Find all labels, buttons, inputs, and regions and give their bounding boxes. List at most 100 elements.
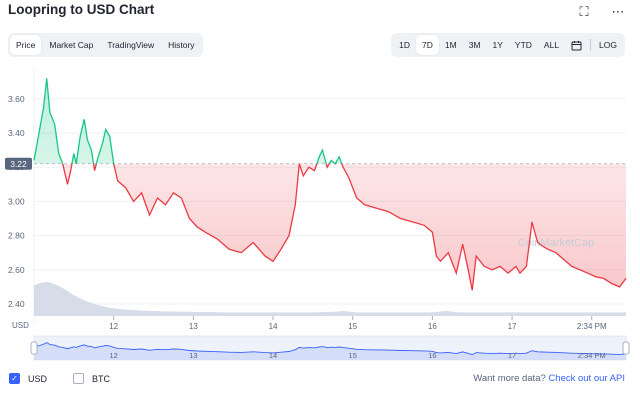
data-point bbox=[43, 107, 44, 108]
data-point bbox=[331, 160, 332, 161]
reference-price-label: 3.22 bbox=[10, 159, 27, 169]
data-point bbox=[91, 149, 92, 150]
data-point bbox=[547, 249, 548, 250]
data-point bbox=[595, 276, 596, 277]
range-7d[interactable]: 7D bbox=[416, 35, 439, 55]
data-point bbox=[102, 143, 103, 144]
data-point bbox=[87, 139, 88, 140]
more-data-text: Want more data? bbox=[473, 373, 546, 384]
y-axis: 2.402.602.803.003.203.403.603.22 bbox=[5, 94, 32, 309]
data-point bbox=[537, 242, 538, 243]
navigator-tick-label: 2:34 PM bbox=[578, 351, 606, 360]
data-point bbox=[62, 163, 63, 164]
volume-area bbox=[34, 281, 626, 316]
data-point bbox=[571, 266, 572, 267]
data-point bbox=[149, 214, 150, 215]
data-point bbox=[400, 218, 401, 219]
price-line bbox=[33, 78, 627, 291]
data-point bbox=[46, 78, 47, 79]
range-3m[interactable]: 3M bbox=[468, 40, 481, 50]
data-point bbox=[436, 256, 437, 257]
data-point bbox=[197, 226, 198, 227]
more-data: Want more data? Check out our API bbox=[473, 373, 625, 384]
range-1m[interactable]: 1M bbox=[444, 40, 457, 50]
data-point bbox=[303, 175, 304, 176]
data-point bbox=[49, 112, 50, 113]
tab-market-cap[interactable]: Market Cap bbox=[49, 40, 94, 50]
data-point bbox=[563, 259, 564, 260]
data-point bbox=[205, 232, 206, 233]
range-ytd[interactable]: YTD bbox=[514, 40, 532, 50]
y-axis-unit: USD bbox=[12, 321, 29, 330]
data-point bbox=[241, 252, 242, 253]
navigator-handle-left[interactable] bbox=[30, 341, 38, 355]
range-divider bbox=[590, 39, 592, 51]
time-range-selector: 1D 7D 1M 3M 1Y YTD ALL LOG bbox=[391, 33, 625, 57]
range-all[interactable]: ALL bbox=[543, 40, 560, 50]
data-point bbox=[476, 256, 477, 257]
data-point bbox=[515, 266, 516, 267]
data-point bbox=[125, 187, 126, 188]
series-line-up bbox=[33, 78, 343, 164]
data-point bbox=[440, 261, 441, 262]
data-point bbox=[288, 235, 289, 236]
navigator-tick-label: 17 bbox=[508, 351, 516, 360]
fullscreen-icon[interactable]: ⛶ bbox=[579, 4, 589, 19]
data-point bbox=[253, 242, 254, 243]
volume-shape bbox=[34, 281, 626, 316]
data-point bbox=[327, 167, 328, 168]
data-point bbox=[141, 192, 142, 193]
data-point bbox=[364, 204, 365, 205]
data-point bbox=[80, 136, 81, 137]
data-point bbox=[54, 124, 55, 125]
data-point bbox=[500, 266, 501, 267]
navigator-tick-label: 15 bbox=[349, 351, 357, 360]
data-point bbox=[603, 278, 604, 279]
btc-checkbox[interactable] bbox=[73, 373, 85, 384]
data-point bbox=[348, 177, 349, 178]
data-point bbox=[73, 153, 74, 154]
data-point bbox=[217, 238, 218, 239]
data-point bbox=[94, 170, 95, 171]
data-point bbox=[619, 286, 620, 287]
data-point bbox=[157, 197, 158, 198]
navigator-line bbox=[33, 342, 627, 356]
page-title: Loopring to USD Chart bbox=[8, 2, 155, 17]
data-point bbox=[272, 261, 273, 262]
data-point bbox=[376, 208, 377, 209]
btc-label: BTC bbox=[92, 373, 111, 384]
data-point bbox=[526, 266, 527, 267]
range-navigator[interactable]: 12 13 14 15 16 17 2:34 PM bbox=[0, 330, 640, 366]
data-point bbox=[625, 278, 626, 279]
usd-checkbox[interactable]: ✓ bbox=[9, 373, 20, 384]
tab-tradingview[interactable]: TradingView bbox=[107, 40, 155, 50]
data-point bbox=[67, 184, 68, 185]
chart-type-tabs: Price Market Cap TradingView History bbox=[8, 33, 203, 57]
range-1d[interactable]: 1D bbox=[399, 40, 411, 50]
x-axis: USD 12 13 14 15 16 17 2:34 PM bbox=[12, 316, 607, 330]
more-icon[interactable]: ⋯ bbox=[611, 4, 625, 19]
log-toggle[interactable]: LOG bbox=[599, 40, 617, 50]
tab-history[interactable]: History bbox=[168, 40, 195, 50]
x-tick-label: 14 bbox=[269, 322, 278, 330]
series-line-down bbox=[61, 163, 627, 291]
data-point bbox=[542, 245, 543, 246]
navigator-handle-right[interactable] bbox=[622, 341, 630, 355]
data-point bbox=[133, 201, 134, 202]
api-link[interactable]: Check out our API bbox=[548, 373, 625, 384]
x-tick-label: 17 bbox=[508, 322, 517, 330]
range-1y[interactable]: 1Y bbox=[492, 40, 503, 50]
navigator-series: 12 13 14 15 16 17 2:34 PM bbox=[30, 335, 630, 361]
data-point bbox=[264, 256, 265, 257]
calendar-icon[interactable] bbox=[565, 35, 588, 55]
navigator-tick-label: 13 bbox=[189, 351, 197, 360]
data-point bbox=[39, 129, 40, 130]
tab-price[interactable]: Price bbox=[10, 35, 42, 55]
y-tick-label: 2.60 bbox=[8, 265, 25, 275]
navigator-tick-label: 12 bbox=[110, 351, 118, 360]
y-tick-label: 2.40 bbox=[8, 299, 25, 309]
y-tick-label: 3.60 bbox=[8, 94, 25, 104]
data-point bbox=[314, 170, 315, 171]
price-chart[interactable]: CoinMarketCap 2.402.602.803.003.203.403.… bbox=[0, 62, 640, 330]
x-tick-label: 13 bbox=[189, 322, 198, 330]
